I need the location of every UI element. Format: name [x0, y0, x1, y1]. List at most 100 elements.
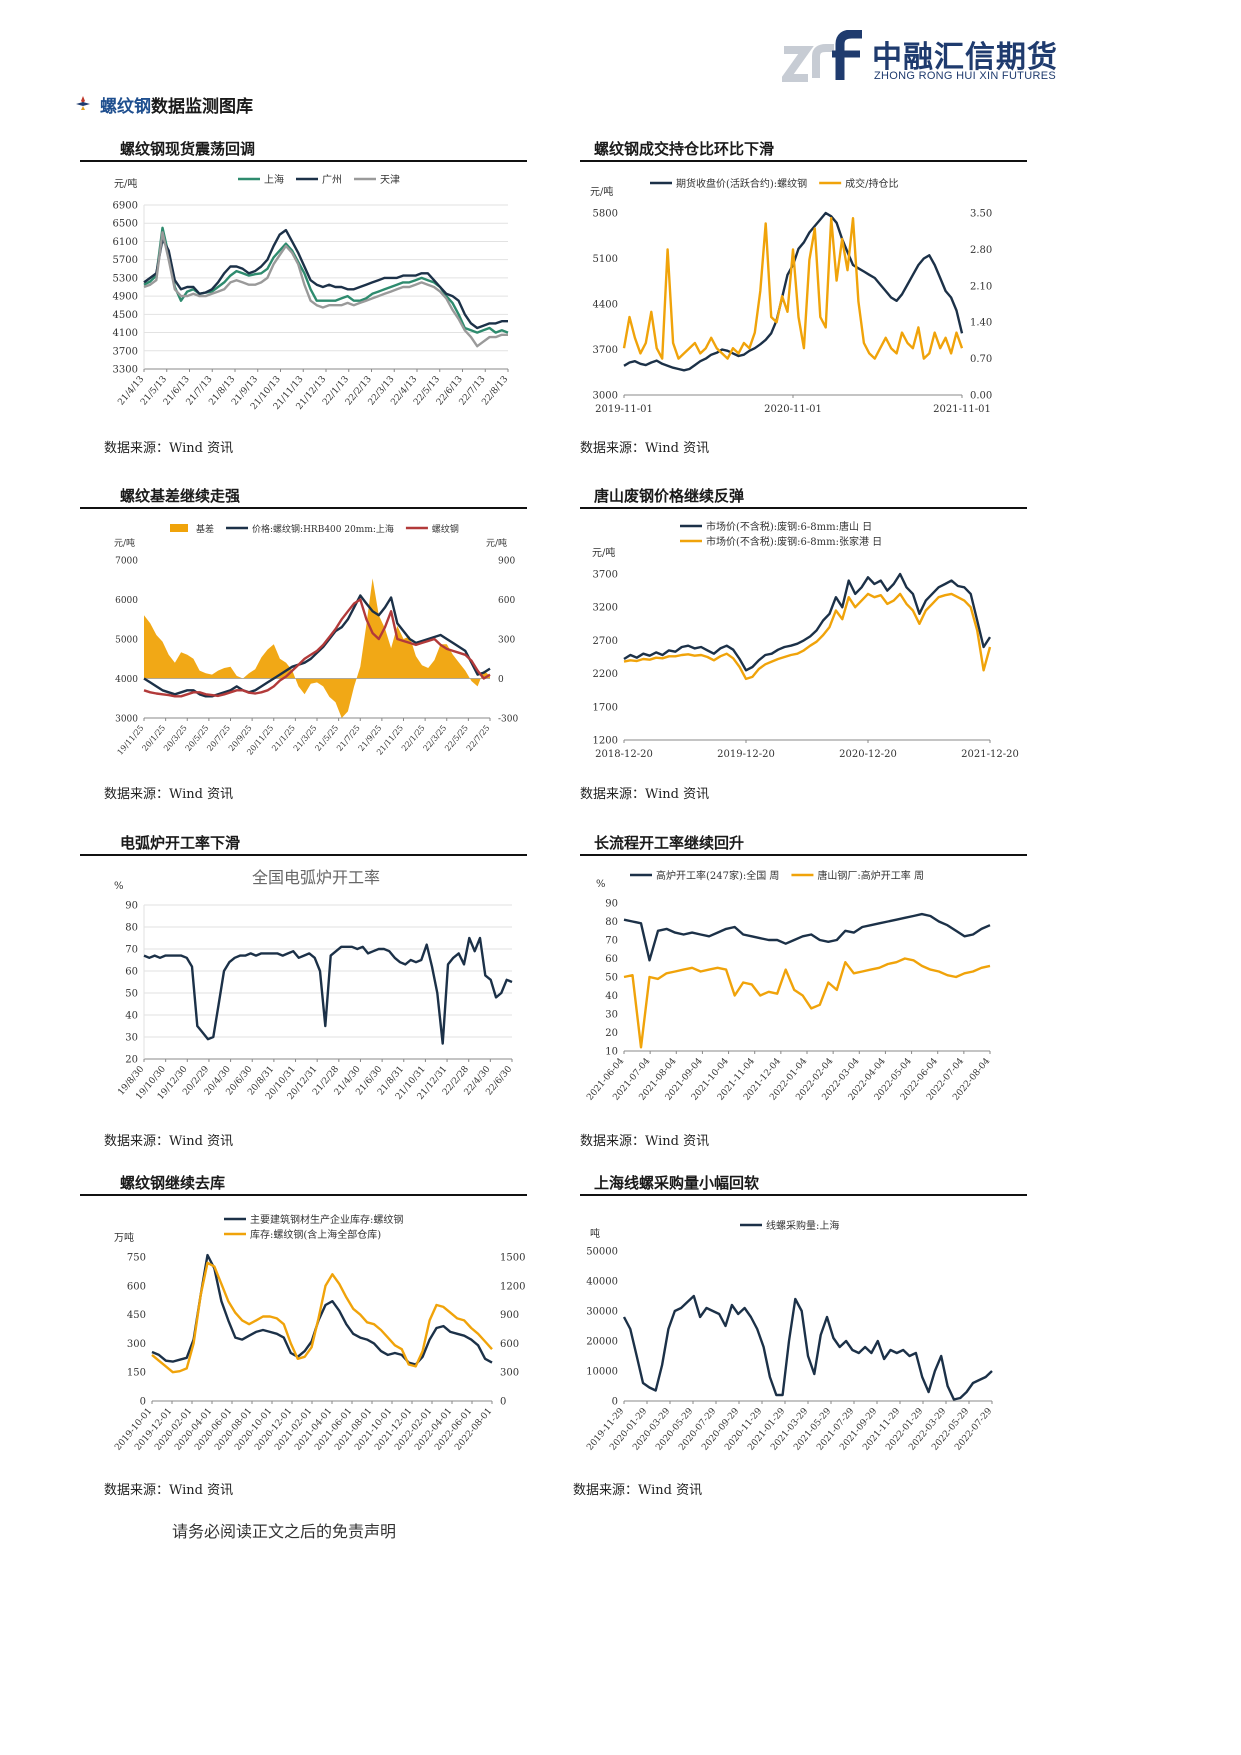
panel-rule-8	[580, 1194, 1027, 1196]
y2-tick-label: 900	[498, 557, 515, 567]
logo-chinese-name: 中融汇信期货	[872, 40, 1058, 75]
y-tick-label: 3700	[593, 570, 618, 581]
panel-source-8: 数据来源：Wind 资讯	[573, 1483, 703, 1498]
y-tick-label: 150	[127, 1368, 146, 1379]
series-line-1	[623, 592, 992, 681]
y-tick-label: 0	[612, 1397, 618, 1408]
x-tick-label: 2018-12-20	[595, 749, 653, 760]
panel-title-6: 长流程开工率继续回升	[594, 834, 745, 852]
y-tick-label: 1200	[593, 736, 618, 747]
chart-blast-furnace-rate: 102030405060708090%2021-06-042021-07-042…	[585, 869, 992, 1103]
y-tick-label: 3700	[113, 346, 138, 357]
y-tick-label: 20	[125, 1055, 138, 1066]
section-title: 螺纹钢数据监测图库	[100, 92, 253, 117]
y2-tick-label: 0	[498, 675, 504, 685]
panel-rule-2	[580, 160, 1027, 162]
y-tick-label: 7000	[115, 557, 138, 567]
logo-mark-icon	[782, 30, 862, 82]
company-logo: 中融汇信期货 ZHONG RONG HUI XIN FUTURES	[782, 24, 1057, 86]
chart-title: 全国电弧炉开工率	[252, 868, 380, 887]
y-tick-label: 80	[125, 923, 138, 934]
logo-english-name: ZHONG RONG HUI XIN FUTURES	[874, 70, 1056, 82]
y-unit-label: 元/吨	[114, 177, 137, 190]
y2-tick-label: 0.70	[970, 354, 992, 365]
y2-tick-label: 0.00	[970, 391, 992, 402]
y2-tick-label: 1.40	[970, 318, 992, 329]
x-tick-label: 22/7/25	[465, 724, 492, 753]
y-tick-label: 4400	[593, 300, 618, 311]
panel-source-3: 数据来源：Wind 资讯	[104, 787, 234, 802]
y-tick-label: 90	[125, 901, 138, 912]
y-tick-label: 70	[605, 936, 618, 947]
y-tick-label: 5300	[113, 273, 138, 284]
panel-title-3: 螺纹基差继续走强	[120, 487, 241, 505]
panel-rule-6	[580, 854, 1027, 856]
y-tick-label: 4100	[113, 328, 138, 339]
y-tick-label: 3000	[115, 715, 138, 725]
y2-tick-label: 300	[500, 1368, 519, 1379]
x-tick-label: 2020-11-01	[764, 404, 822, 415]
series-line-2	[143, 598, 491, 698]
y-tick-label: 4500	[113, 310, 138, 321]
x-tick-label: 2020-12-20	[839, 749, 897, 760]
y-tick-label: 4900	[113, 292, 138, 303]
y2-tick-label: 1200	[500, 1281, 525, 1292]
chart-volume-oi-ratio: 3000 3700 4400 5100 5800 0.00 0.70 1.40 2.10 2.80…	[590, 177, 992, 415]
panel-title-8: 上海线螺采购量小幅回软	[594, 1174, 760, 1192]
legend-label-0: 上海	[264, 173, 284, 186]
y-tick-label: 5700	[113, 255, 138, 266]
y-unit-label: 元/吨	[592, 546, 615, 559]
y-tick-label: 20	[605, 1028, 618, 1039]
y-tick-label: 6900	[113, 201, 138, 212]
series-line-1	[151, 1261, 493, 1374]
x-tick-label: 2021-12-20	[961, 749, 1019, 760]
y2-tick-label: 0	[500, 1397, 506, 1408]
panel-source-1: 数据来源：Wind 资讯	[104, 441, 234, 456]
y-tick-label: 3700	[593, 345, 618, 356]
panel-source-4: 数据来源：Wind 资讯	[580, 787, 710, 802]
footer-disclaimer: 请务必阅读正文之后的免责声明	[172, 1522, 397, 1541]
legend-label-0: 线螺采购量:上海	[766, 1219, 839, 1232]
series-line-0	[143, 936, 513, 1045]
legend-label-1: 成交/持仓比	[845, 177, 898, 190]
y-tick-label: 2200	[593, 669, 618, 680]
y2-tick-label: 2.10	[970, 281, 992, 292]
legend-label-1: 唐山钢厂:高炉开工率 周	[817, 869, 924, 882]
chart-inventory: 0150300450600750030060090012001500万吨2019…	[113, 1213, 525, 1453]
y-tick-label: 3000	[593, 391, 618, 402]
y2-tick-label: 900	[500, 1310, 519, 1321]
panel-source-7: 数据来源：Wind 资讯	[104, 1483, 234, 1498]
y-tick-label: 750	[127, 1253, 146, 1264]
series-line-0	[623, 572, 992, 672]
legend-label-0: 期货收盘价(活跃合约):螺纹钢	[676, 177, 807, 190]
panel-rule-5	[80, 854, 527, 856]
y-tick-label: 5100	[593, 254, 618, 265]
y-tick-label: 10000	[586, 1367, 618, 1378]
legend-label-0: 基差	[196, 523, 214, 535]
legend-label-1: 价格:螺纹钢:HRB400 20mm:上海	[252, 523, 394, 535]
chart-spot-price: 3300 3700 4100 4500 4900 5300 5700 6100 6500 6900…	[113, 173, 511, 412]
y-unit-label: 元/吨	[590, 185, 613, 198]
y-tick-label: 30000	[586, 1307, 618, 1318]
legend-label-1: 市场价(不含税):废钢:6-8mm:张家港 日	[706, 535, 882, 548]
series-line-0	[151, 1253, 493, 1366]
series-line-0	[623, 912, 991, 962]
panel-title-4: 唐山废钢价格继续反弹	[594, 487, 745, 505]
series-line-0	[143, 226, 509, 334]
series-line-1	[143, 228, 508, 330]
panel-title-1: 螺纹钢现货震荡回调	[120, 140, 256, 158]
section-title-accent: 螺纹钢	[100, 97, 151, 117]
x-tick-label: 2019-11-01	[595, 404, 653, 415]
panel-rule-1	[80, 160, 527, 162]
y-tick-label: 450	[127, 1310, 146, 1321]
y-tick-label: 30	[125, 1033, 138, 1044]
y-unit-label: %	[596, 879, 606, 890]
chart-scrap-price: 1200 1700 2200 2700 3200 3700 元/吨 2018-12-20 201…	[592, 520, 1019, 760]
y2-tick-label: 300	[498, 636, 515, 646]
y-tick-label: 2700	[593, 636, 618, 647]
y-tick-label: 300	[127, 1339, 146, 1350]
y-tick-label: 60	[125, 967, 138, 978]
series-area-0	[144, 578, 490, 718]
y-tick-label: 90	[605, 899, 618, 910]
y-unit-label: 万吨	[114, 1231, 134, 1244]
